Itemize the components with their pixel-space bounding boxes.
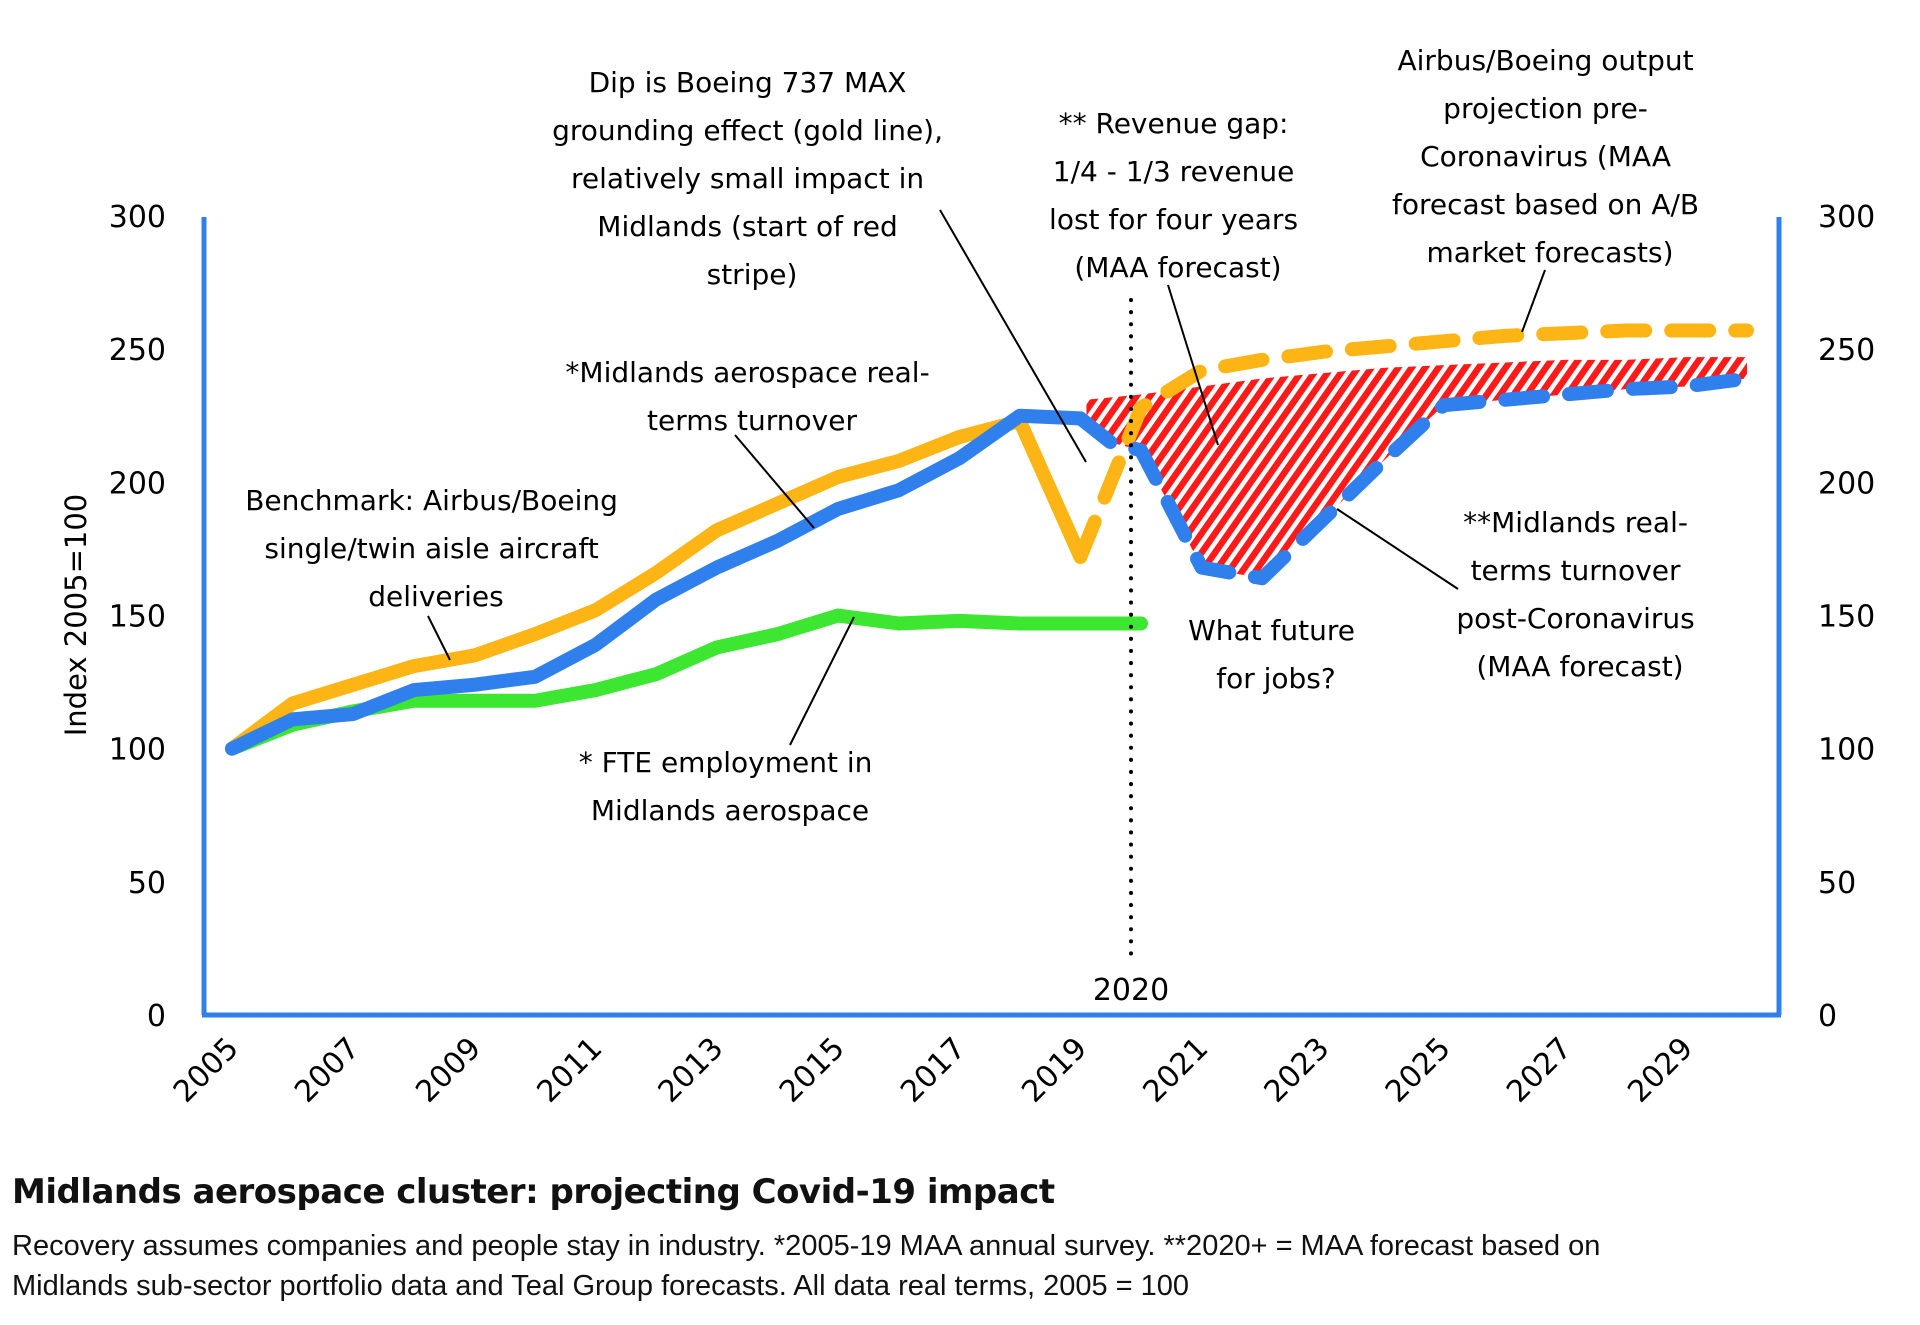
leader-ab-projection: [1521, 269, 1546, 333]
leader-midlands-turnover: [734, 434, 815, 529]
series-line-blue-solid: [225, 408, 1088, 756]
annotation-post-covid-line: (MAA forecast): [1476, 650, 1683, 683]
annotation-fte-line: * FTE employment in: [579, 746, 873, 779]
y-tick-label-right: 100: [1818, 733, 1875, 768]
annotation-ab-projection-line: Coronavirus (MAA: [1420, 140, 1671, 173]
x-tick-label: 2021: [1137, 1031, 1216, 1110]
annotation-midlands-turnover-line: terms turnover: [647, 404, 857, 437]
marker-2020-label: 2020: [1093, 973, 1169, 1008]
annotation-fte-line: Midlands aerospace: [591, 794, 869, 827]
annotation-benchmark-line: Benchmark: Airbus/Boeing: [245, 484, 618, 517]
annotation-post-covid: **Midlands real- terms turnover post-Cor…: [1456, 506, 1703, 683]
series-line-gold-dashed: [1073, 323, 1754, 564]
x-tick-label: 2009: [409, 1031, 488, 1110]
y-tick-label-right: 300: [1818, 200, 1875, 235]
annotation-jobs: What future for jobs?: [1188, 614, 1364, 695]
annotation-midlands-turnover-line: *Midlands aerospace real-: [565, 356, 929, 389]
x-tick-label: 2025: [1379, 1031, 1458, 1110]
annotation-dip-line: grounding effect (gold line),: [552, 114, 943, 147]
y-axis-right-ticks: 0 50 100 150 200 250 300: [1818, 200, 1875, 1034]
annotation-benchmark: Benchmark: Airbus/Boeing single/twin ais…: [245, 484, 627, 613]
annotation-post-covid-line: terms turnover: [1471, 554, 1681, 587]
x-tick-label: 2005: [167, 1031, 246, 1110]
x-tick-label: 2019: [1015, 1031, 1094, 1110]
x-tick-label: 2027: [1500, 1031, 1579, 1110]
y-tick-label-left: 200: [109, 466, 166, 501]
leader-revenue-gap: [1167, 284, 1219, 446]
x-tick-label: 2023: [1258, 1031, 1337, 1110]
series-lines-group: [225, 323, 1754, 756]
caption-text: Recovery assumes companies and people st…: [12, 1226, 1912, 1306]
y-tick-label-left: 150: [109, 600, 166, 635]
annotation-leaders: [427, 209, 1546, 746]
annotation-dip: Dip is Boeing 737 MAX grounding effect (…: [552, 66, 952, 291]
y-tick-label-right: 250: [1818, 333, 1875, 368]
y-tick-label-left: 0: [147, 999, 166, 1034]
y-tick-label-right: 150: [1818, 600, 1875, 635]
annotation-dip-line: stripe): [707, 258, 798, 291]
leader-fte: [789, 616, 855, 746]
y-tick-label-left: 100: [109, 733, 166, 768]
series-line-gold-solid: [225, 414, 1088, 756]
chart: 2020 0 50 100 150 200 250 300 0 50 100 150 200 250 3…: [59, 44, 1875, 1110]
annotation-benchmark-line: single/twin aisle aircraft: [264, 532, 598, 565]
annotation-midlands-turnover: *Midlands aerospace real- terms turnover: [565, 356, 938, 437]
leader-benchmark: [427, 615, 451, 661]
annotation-revenue-gap-line: ** Revenue gap:: [1059, 107, 1289, 140]
x-tick-label: 2017: [894, 1031, 973, 1110]
annotation-dip-line: relatively small impact in: [571, 162, 924, 195]
annotation-dip-line: Midlands (start of red: [597, 210, 897, 243]
y-tick-label-left: 250: [109, 333, 166, 368]
annotation-ab-projection-line: forecast based on A/B: [1392, 188, 1699, 221]
x-tick-label: 2013: [652, 1031, 731, 1110]
annotation-revenue-gap-line: (MAA forecast): [1074, 251, 1281, 284]
annotation-ab-projection-line: Airbus/Boeing output: [1397, 44, 1693, 77]
annotation-revenue-gap: ** Revenue gap: 1/4 - 1/3 revenue lost f…: [1049, 107, 1307, 284]
x-tick-label: 2029: [1621, 1031, 1700, 1110]
leader-dip: [939, 209, 1087, 463]
x-tick-label: 2007: [288, 1031, 367, 1110]
annotation-revenue-gap-line: lost for four years: [1049, 203, 1298, 236]
revenue-gap-area-group: [1086, 357, 1747, 579]
caption-line-1: Recovery assumes companies and people st…: [12, 1230, 1601, 1262]
annotation-benchmark-line: deliveries: [368, 580, 503, 613]
annotation-jobs-line: What future: [1188, 614, 1355, 647]
annotation-ab-projection: Airbus/Boeing output projection pre- Cor…: [1392, 44, 1708, 269]
revenue-gap-area: [1086, 357, 1747, 579]
leader-post-covid: [1336, 508, 1459, 590]
y-tick-label-right: 50: [1818, 866, 1856, 901]
annotation-ab-projection-line: projection pre-: [1443, 92, 1648, 125]
y-tick-label-left: 300: [109, 200, 166, 235]
y-tick-label-left: 50: [128, 866, 166, 901]
y-axis-left-ticks: 0 50 100 150 200 250 300: [109, 200, 166, 1034]
x-axis-ticks: 2005 2007 2009 2011 2013 2015 2017 2019 2021 2023…: [167, 1031, 1700, 1110]
annotation-ab-projection-line: market forecasts): [1426, 236, 1673, 269]
annotation-revenue-gap-line: 1/4 - 1/3 revenue: [1053, 155, 1295, 188]
annotation-post-covid-line: **Midlands real-: [1463, 506, 1688, 539]
y-axis-label: Index 2005=100: [59, 494, 93, 737]
annotation-jobs-line: for jobs?: [1216, 662, 1336, 695]
annotation-dip-line: Dip is Boeing 737 MAX: [589, 66, 907, 99]
caption-line-2: Midlands sub-sector portfolio data and T…: [12, 1270, 1190, 1302]
y-tick-label-right: 0: [1818, 999, 1837, 1034]
annotation-post-covid-line: post-Coronavirus: [1456, 602, 1694, 635]
annotation-fte: * FTE employment in Midlands aerospace: [579, 746, 882, 827]
caption-title: Midlands aerospace cluster: projecting C…: [12, 1172, 1055, 1212]
x-tick-label: 2011: [531, 1031, 610, 1110]
x-tick-label: 2015: [773, 1031, 852, 1110]
y-tick-label-right: 200: [1818, 466, 1875, 501]
